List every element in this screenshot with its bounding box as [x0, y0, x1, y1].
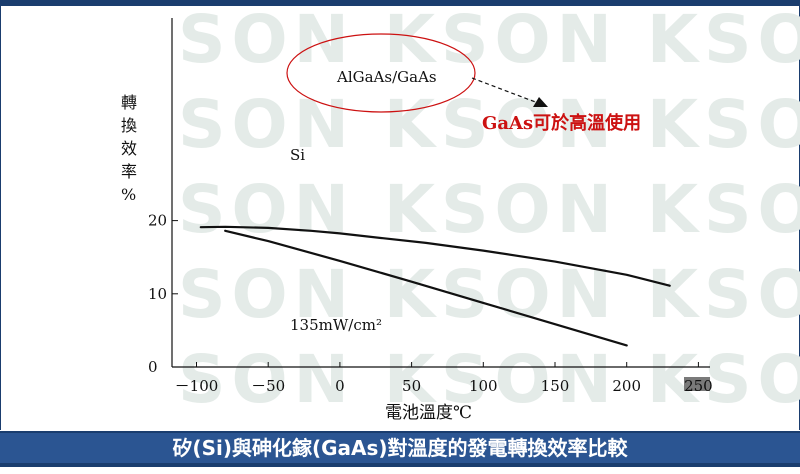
annotation-arrow-head: [533, 97, 548, 107]
algaas-gaas-curve: [199, 225, 671, 287]
y-axis-label: 轉換效率%: [121, 93, 137, 204]
x-tick-label: 100: [469, 377, 498, 395]
series-label-si: Si: [290, 146, 305, 164]
x-axis-label: 電池溫度℃: [385, 403, 472, 423]
x-tick-label: 50: [402, 377, 421, 395]
si-curve: [224, 229, 628, 347]
efficiency-chart: SON KSON KSO SON KSON KSO SON KSON KSO SON …: [121, 1, 800, 423]
x-tick-label: －50: [251, 377, 285, 395]
x-tick-label: 0: [335, 377, 345, 395]
watermark-row: SON KSON KSO: [178, 171, 800, 248]
y-tick-label: 20: [148, 212, 167, 230]
watermark-row: SON KSON KSO: [178, 256, 800, 333]
axis-end-shade: [684, 377, 710, 391]
y-tick-label: 10: [148, 285, 167, 303]
left-border: [0, 6, 1, 430]
highlight-ellipse: [286, 33, 476, 113]
chart-axes: 0 10 20 －100 －50 0 50 100 150 200 250: [148, 18, 713, 395]
top-border: [0, 0, 800, 6]
caption-bottom-strip: [0, 467, 800, 474]
x-tick-label: 150: [541, 377, 570, 395]
watermark-row: SON KSON KSO: [178, 86, 800, 163]
chart-series: [199, 225, 671, 347]
x-tick-label: 200: [612, 377, 641, 395]
x-tick-label: －100: [175, 377, 219, 395]
irradiance-annotation: 135mW/cm²: [290, 316, 382, 334]
chart-annotations: AlGaAs/GaAs Si 135mW/cm² GaAs可於高溫使用 轉換效率…: [121, 33, 641, 423]
figure-caption: 矽(Si)與砷化鎵(GaAs)對溫度的發電轉換效率比較: [0, 433, 800, 463]
gaas-high-temp-note: GaAs可於高溫使用: [482, 112, 641, 134]
x-tick-label: 250: [684, 377, 713, 395]
annotation-arrow-line: [471, 77, 539, 104]
watermark-row: SON KSON KSO: [178, 1, 800, 78]
caption-bar: 矽(Si)與砷化鎵(GaAs)對溫度的發電轉換效率比較: [0, 431, 800, 474]
series-label-algaas: AlGaAs/GaAs: [336, 68, 437, 86]
watermark: SON KSON KSO SON KSON KSO SON KSON KSO SON …: [178, 1, 800, 418]
y-tick-label: 0: [148, 358, 158, 376]
